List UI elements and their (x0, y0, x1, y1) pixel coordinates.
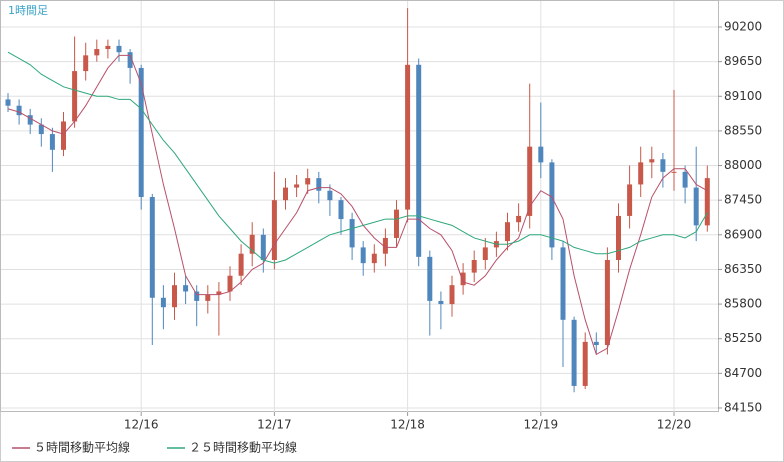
candle-body (593, 341, 599, 346)
y-tick-label: 88550 (724, 123, 762, 137)
candle-body (5, 99, 11, 106)
candle-body (271, 200, 277, 260)
candle-body (449, 285, 455, 305)
candle-body (360, 247, 366, 264)
timeframe-label: 1時間足 (8, 4, 48, 17)
candle-body (549, 162, 555, 248)
moving-average-line (7, 51, 708, 264)
candle-body (704, 178, 710, 226)
candle-body (427, 256, 433, 301)
candle-body (61, 121, 66, 150)
candle-body (394, 209, 399, 238)
x-tick-label: 12/19 (524, 418, 559, 432)
candle-body (571, 319, 577, 386)
candle-body (460, 272, 466, 286)
candle-body (38, 124, 44, 135)
y-tick-label: 85800 (724, 297, 762, 311)
candle-body (160, 297, 166, 308)
candle-body (538, 146, 544, 163)
candle-body (371, 253, 377, 264)
candle-body (194, 291, 200, 301)
candle-body (471, 259, 477, 273)
candle-body (238, 253, 244, 276)
candle-body (149, 197, 155, 298)
candle-body (172, 285, 177, 308)
candle-body (582, 341, 588, 386)
candle-body (249, 234, 255, 254)
candle-body (49, 134, 55, 150)
candle-body (416, 64, 422, 257)
candle-body (283, 187, 288, 201)
candle-body (216, 291, 222, 295)
candle-body (438, 300, 444, 305)
moving-average-line (7, 54, 708, 356)
candle-body (116, 45, 122, 53)
y-tick-label: 89650 (724, 54, 762, 68)
candle-body (682, 171, 688, 188)
candle-body (405, 64, 411, 210)
candle-body (516, 215, 522, 223)
candle-body (604, 259, 610, 346)
candle-body (327, 190, 333, 201)
candle-body (105, 45, 111, 50)
candle-body (294, 184, 300, 188)
candle-body (616, 215, 621, 260)
candle-body (83, 55, 89, 72)
plot-area (0, 0, 719, 412)
legend-label: ５時間移動平均線 (34, 440, 130, 455)
y-tick-label: 90200 (724, 20, 762, 34)
y-tick-label: 84700 (724, 366, 762, 380)
candle-body (94, 49, 100, 56)
candle-body (527, 146, 533, 216)
candle-body (693, 187, 699, 226)
candle-body (671, 171, 677, 173)
y-tick-label: 85250 (724, 331, 762, 345)
y-tick-label: 87450 (724, 193, 762, 207)
x-tick-label: 12/17 (257, 418, 292, 432)
x-tick-label: 12/16 (124, 418, 159, 432)
candle-body (16, 105, 22, 116)
candle-body (205, 294, 211, 301)
candle-body (349, 219, 355, 248)
x-tick-label: 12/18 (390, 418, 425, 432)
candle-body (382, 237, 388, 254)
candle-body (482, 247, 488, 260)
candle-body (649, 159, 655, 163)
candle-body (338, 200, 344, 220)
candle-body (505, 222, 510, 242)
y-tick-label: 88000 (724, 158, 762, 172)
candle-body (127, 52, 133, 68)
candle-body (227, 275, 233, 292)
candle-body (660, 159, 666, 172)
legend-label: ２５時間移動平均線 (189, 440, 297, 455)
grid (1, 1, 718, 412)
candle-body (138, 67, 144, 198)
candle-body (638, 162, 644, 185)
candle-body (27, 115, 33, 125)
candle-body (260, 234, 266, 260)
y-tick-label: 89100 (724, 89, 762, 103)
y-tick-label: 84150 (724, 400, 762, 414)
x-tick-label: 12/20 (657, 418, 692, 432)
y-tick-label: 86900 (724, 227, 762, 241)
legend: ５時間移動平均線 ２５時間移動平均線 (12, 440, 297, 455)
candle-body (305, 178, 311, 185)
candle-body (316, 178, 322, 191)
candle-body (183, 285, 189, 292)
y-tick-label: 86350 (724, 262, 762, 276)
candle-body (627, 184, 633, 216)
candle-body (560, 247, 566, 320)
candle-body (72, 71, 78, 122)
